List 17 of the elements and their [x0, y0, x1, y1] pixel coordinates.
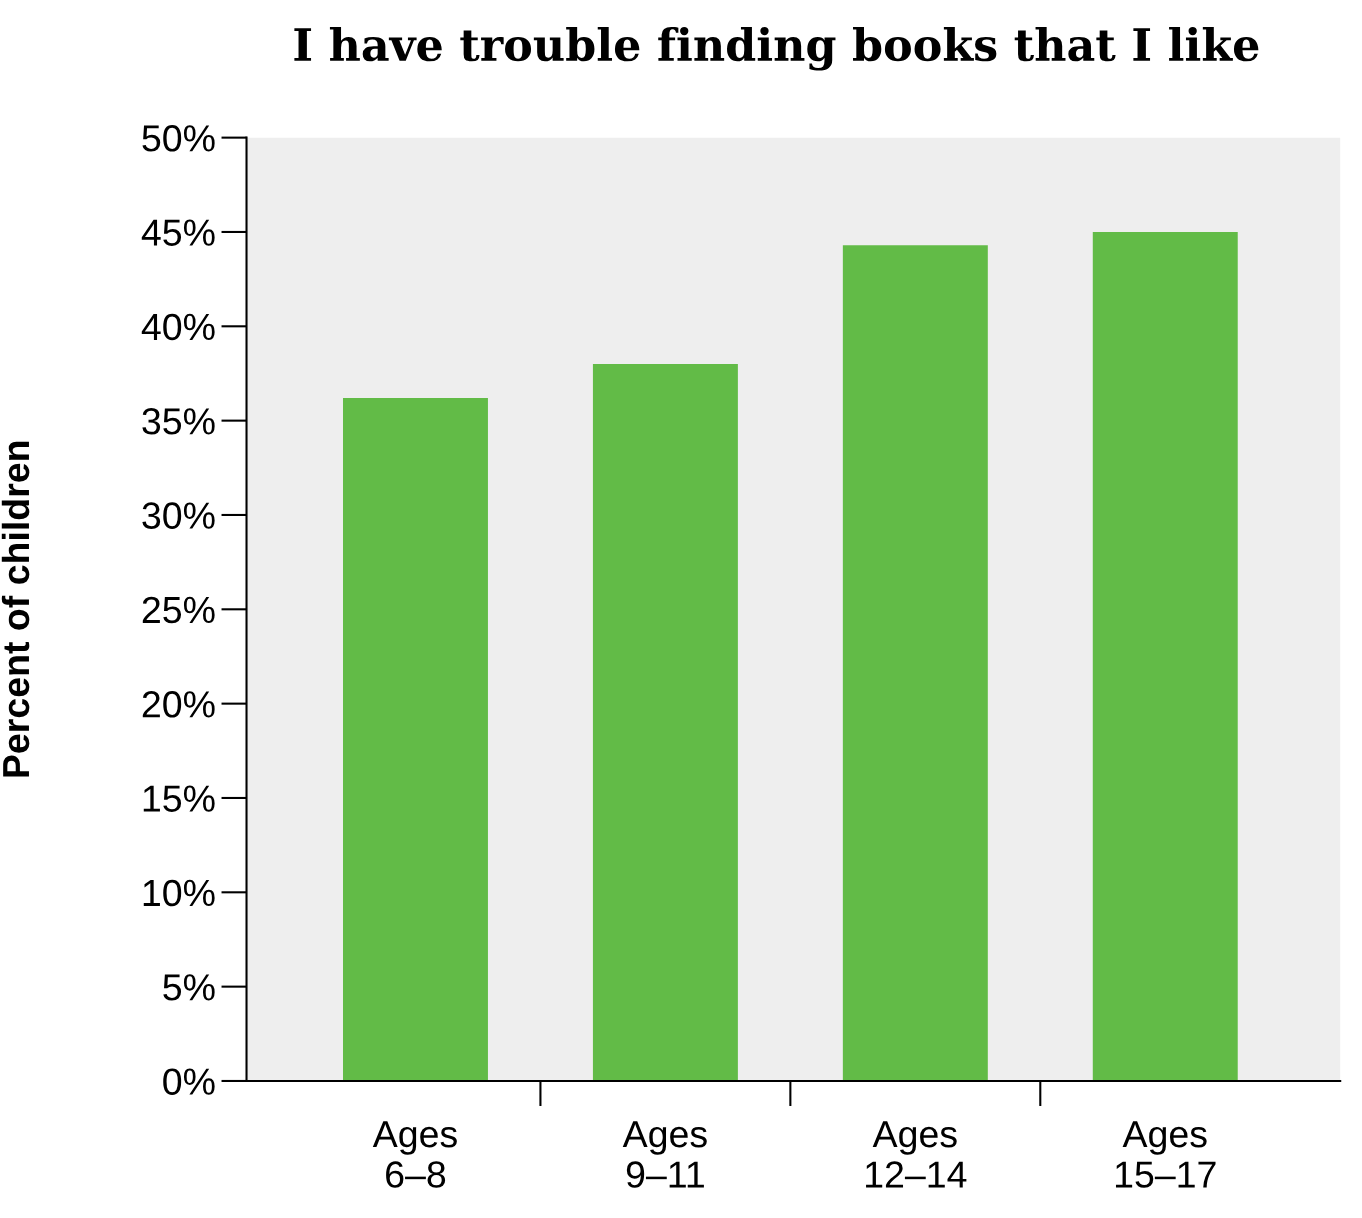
y-tick-label: 10%	[143, 879, 215, 907]
y-axis-title: Percent of children	[1, 441, 30, 777]
x-tick-label: Ages 15–17	[1115, 1121, 1216, 1188]
chart-title: I have trouble finding books that I like	[294, 26, 1259, 71]
x-tick-label: Ages 12–14	[866, 1121, 967, 1188]
y-tick-label: 15%	[143, 785, 215, 812]
y-tick-label: 25%	[142, 596, 215, 624]
x-tick-label: Ages 9–11	[622, 1121, 707, 1188]
y-tick-label: 45%	[141, 219, 215, 246]
y-tick-label: 30%	[142, 502, 215, 529]
y-tick-label: 50%	[142, 125, 215, 152]
y-tick-label: 0%	[163, 1068, 215, 1095]
y-tick-label: 20%	[142, 691, 215, 718]
y-tick-label: 35%	[142, 408, 215, 435]
x-tick-label: Ages 6–8	[372, 1121, 457, 1188]
y-tick-label: 40%	[141, 313, 215, 341]
y-tick-label: 5%	[163, 974, 215, 1001]
